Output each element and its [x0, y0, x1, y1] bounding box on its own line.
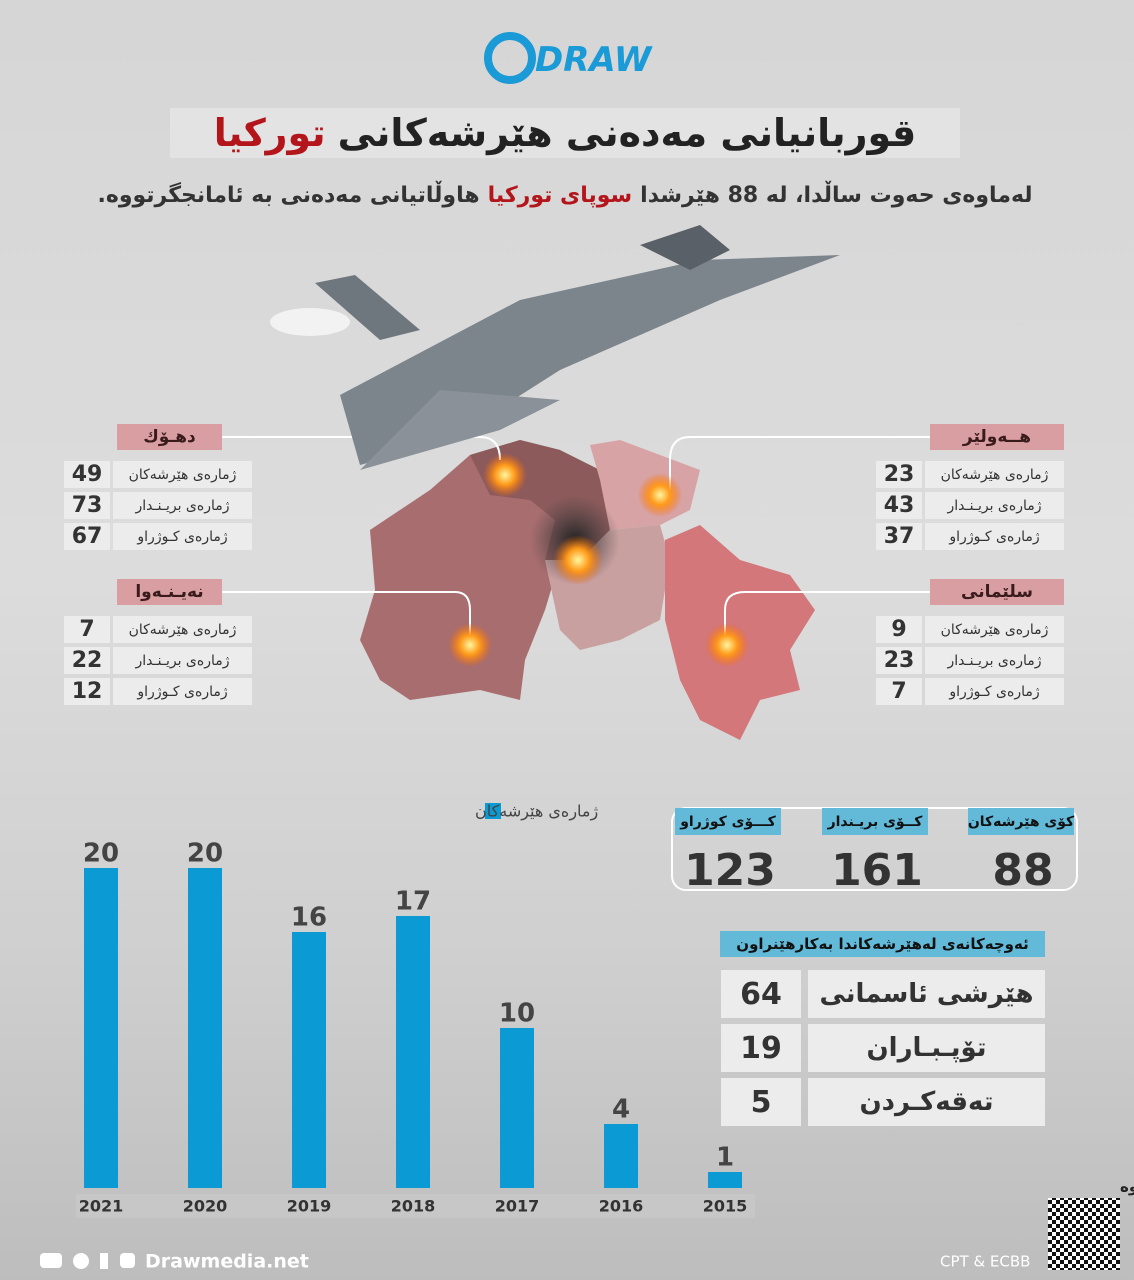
region-value: 37 [876, 523, 922, 550]
bar [500, 1028, 534, 1188]
region-label: ژمارەی بریـنـدار [113, 492, 252, 519]
total-label: کــۆی بریـندار [822, 808, 928, 835]
region-name: نەیـنـەوا [117, 579, 222, 605]
weapons-title: ئەوچەکانەی لەهێرشەکاندا بەکارهێنراون [720, 931, 1045, 957]
title-highlight: تورکیا [213, 111, 326, 155]
value-label: 4 [612, 1095, 630, 1125]
region-label: ژمارەی بریـنـدار [113, 647, 252, 674]
region-value: 22 [64, 647, 110, 674]
bar [84, 868, 118, 1188]
total-value: 88 [992, 844, 1054, 896]
x-tick-label: 2015 [703, 1197, 748, 1216]
region-value: 12 [64, 678, 110, 705]
qr-code [1048, 1198, 1120, 1270]
region-value: 7 [876, 678, 922, 705]
logo-mark [484, 32, 536, 84]
bar [188, 868, 222, 1188]
region-value: 7 [64, 616, 110, 643]
x-tick-label: 2017 [495, 1197, 540, 1216]
region-value: 9 [876, 616, 922, 643]
region-name: سلێمانی [930, 579, 1064, 605]
region-label: ژمارەی کـوژراو [113, 678, 252, 705]
legend-swatch [485, 803, 501, 819]
region-value: 23 [876, 461, 922, 488]
region-label: ژمارەی بریـنـدار [925, 647, 1064, 674]
value-label: 20 [83, 839, 119, 869]
credit: CPT & ECBB [940, 1253, 1030, 1271]
value-label: 16 [291, 903, 327, 933]
subtitle-text: لەماوەی حەوت ساڵدا، لە 88 هێرشدا [640, 182, 1033, 208]
social-icons [40, 1253, 135, 1269]
region-label: ژمارەی هێرشەکان [113, 461, 252, 488]
x-tick-label: 2021 [79, 1197, 124, 1216]
plane [270, 225, 840, 470]
fire [483, 453, 527, 497]
region-value: 43 [876, 492, 922, 519]
x-tick-label: 2018 [391, 1197, 436, 1216]
source-label: سەرچاوە [1120, 1178, 1134, 1197]
fire [553, 535, 603, 585]
fire [448, 623, 492, 667]
bar [708, 1172, 742, 1188]
weapon-value: 64 [721, 970, 801, 1018]
subtitle-highlight: سوپای تورکیا [487, 182, 633, 208]
weapon-value: 5 [721, 1078, 801, 1126]
bar [604, 1124, 638, 1188]
region-label: ژمارەی بریـنـدار [925, 492, 1064, 519]
logo: DRAW [535, 40, 652, 80]
weapon-label: تەقەکـردن [808, 1078, 1045, 1126]
map [360, 440, 815, 740]
total-label: کۆی هێرشەکان [968, 808, 1074, 835]
total-label: کـــۆی کوژراو [675, 808, 781, 835]
legend-label: ژمارەی هێرشەکان [475, 802, 598, 822]
title: قوربانیانی مەدەنی هێرشەکانی تورکیا [170, 108, 960, 158]
value-label: 10 [499, 999, 535, 1029]
x-tick-label: 2019 [287, 1197, 332, 1216]
region-label: ژمارەی هێرشەکان [113, 616, 252, 643]
subtitle: لەماوەی حەوت ساڵدا، لە 88 هێرشدا سوپای تو… [60, 178, 1070, 212]
x-tick-label: 2020 [183, 1197, 228, 1216]
region-label: ژمارەی کـوژراو [925, 523, 1064, 550]
total-value: 123 [684, 844, 776, 896]
weapon-label: هێرشی ئاسمانی [808, 970, 1045, 1018]
fire [638, 473, 682, 517]
region-label: ژمارەی هێرشەکان [925, 461, 1064, 488]
bar [396, 916, 430, 1188]
bar [292, 932, 326, 1188]
x-tick-label: 2016 [599, 1197, 644, 1216]
region-label: ژمارەی کـوژراو [925, 678, 1064, 705]
value-label: 17 [395, 887, 431, 917]
weapon-value: 19 [721, 1024, 801, 1072]
fire [705, 623, 749, 667]
weapon-label: تۆپـبـاران [808, 1024, 1045, 1072]
region-value: 49 [64, 461, 110, 488]
region-value: 23 [876, 647, 922, 674]
region-value: 67 [64, 523, 110, 550]
region-label: ژمارەی هێرشەکان [925, 616, 1064, 643]
title-main: قوربانیانی مەدەنی هێرشەکانی [337, 111, 917, 155]
value-label: 1 [716, 1143, 734, 1173]
region-name: هــەولێر [930, 424, 1064, 450]
value-label: 20 [187, 839, 223, 869]
total-value: 161 [831, 844, 923, 896]
subtitle-text: هاوڵاتیانی مەدەنی بە ئامانجگرتووە. [97, 182, 480, 208]
region-value: 73 [64, 492, 110, 519]
website: Drawmedia.net [145, 1251, 309, 1273]
region-label: ژمارەی کـوژراو [113, 523, 252, 550]
region-name: دهـۆك [117, 424, 222, 450]
year-strip [76, 1194, 755, 1218]
